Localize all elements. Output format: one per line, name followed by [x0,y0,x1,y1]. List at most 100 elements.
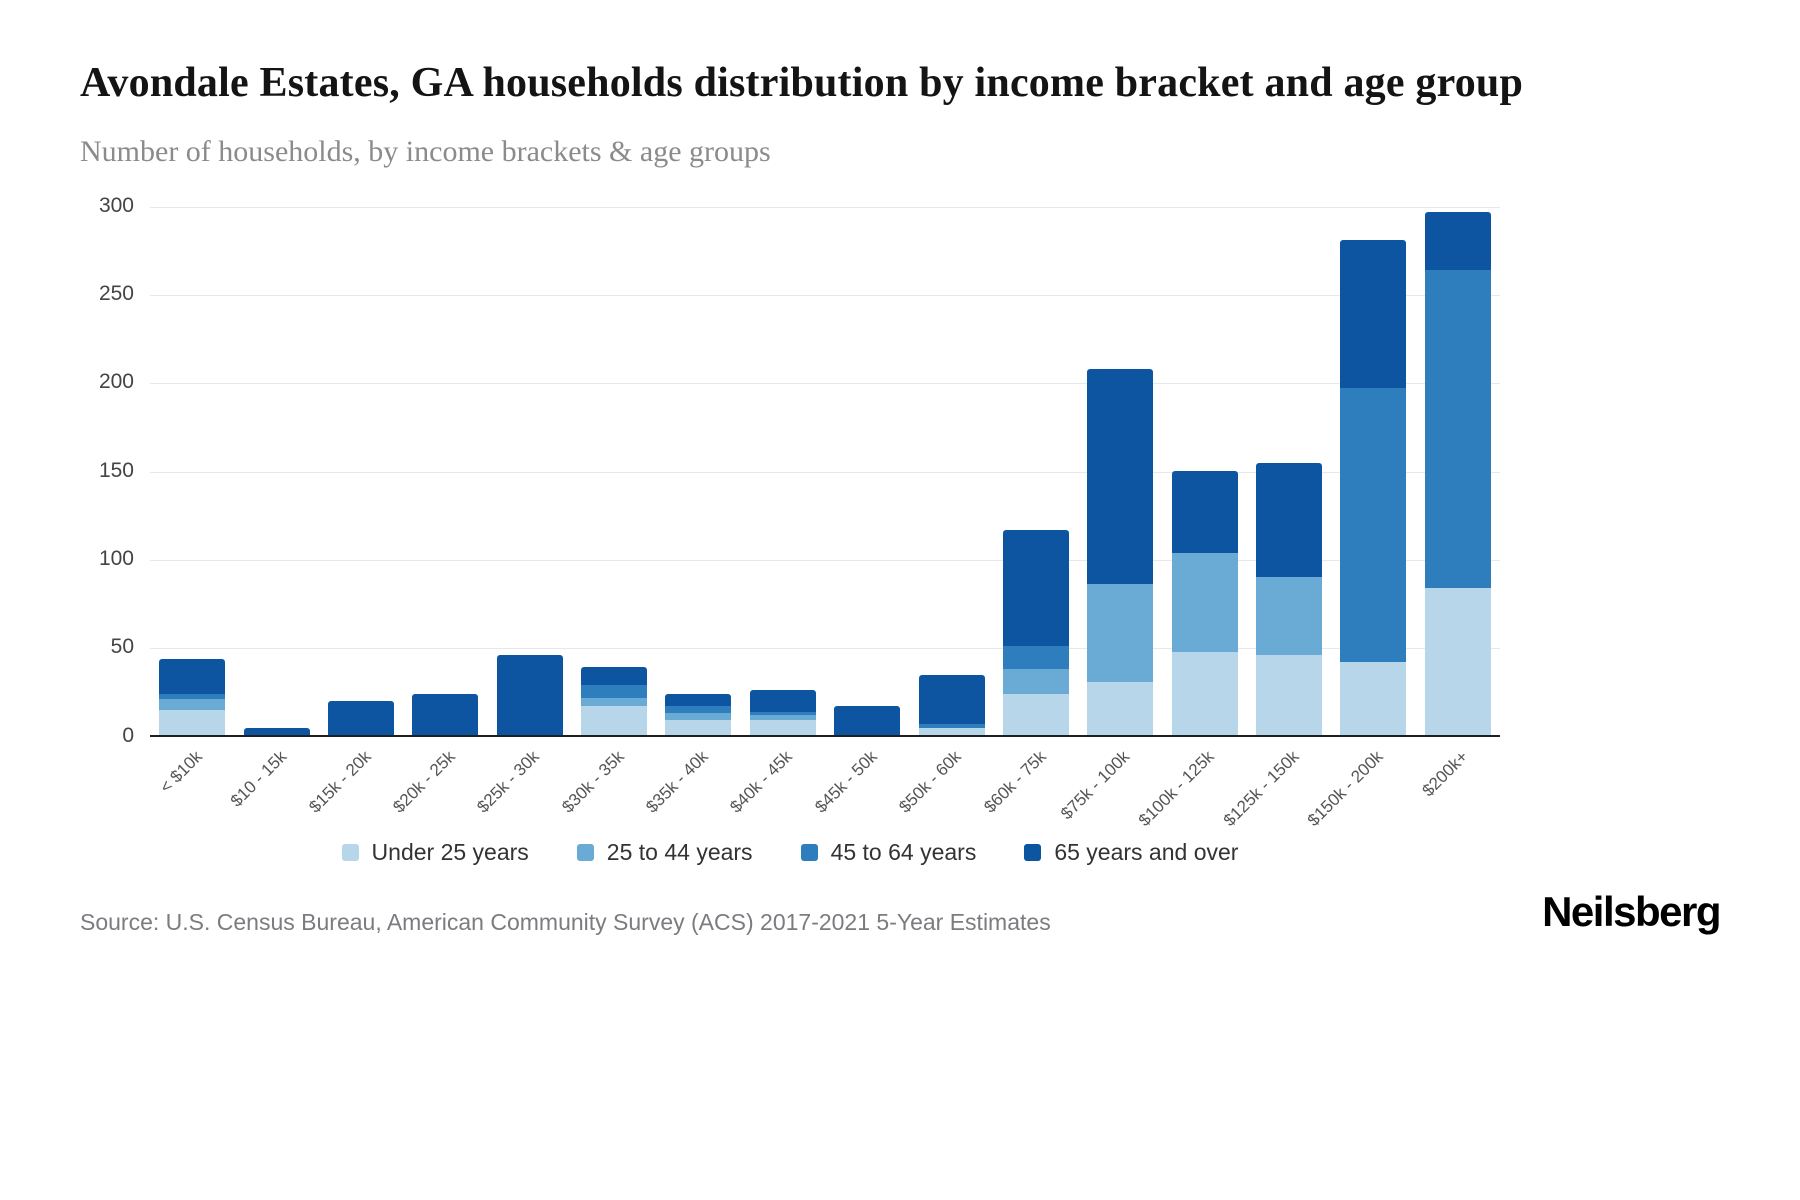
bar-segment [1340,388,1407,663]
chart-legend: Under 25 years 25 to 44 years 45 to 64 yea… [80,839,1500,866]
bar-segment [1171,651,1238,735]
chart-subtitle: Number of households, by income brackets… [80,134,771,168]
bar-segment [1002,693,1069,735]
x-axis-label: $200k+ [1418,746,1472,800]
bar [1171,471,1238,735]
bar [1087,368,1154,735]
bar-segment [1171,471,1238,553]
bar-segment [749,711,816,716]
bar-segment [1340,662,1407,735]
bar-segment [1424,211,1491,270]
legend-item: 45 to 64 years [800,838,977,866]
y-tick-label: 50 [110,635,134,659]
x-axis: < $10k $10 - 15k $15k - 20k $20k - 25k $25k … [150,737,1500,837]
source-note: Source: U.S. Census Bureau, American Com… [80,908,1051,935]
bar [918,674,985,735]
y-tick-label: 0 [122,723,134,747]
bar-segment [159,699,226,710]
bar-segment [1256,577,1323,656]
x-axis-label: < $10k [155,746,206,797]
y-tick-label: 200 [98,370,134,394]
gridline [150,471,1500,473]
y-tick-label: 300 [98,193,134,217]
y-tick-label: 150 [98,458,134,482]
bar-segment [1171,552,1238,652]
bar [581,667,648,735]
bar-segment [327,701,394,735]
bar-segment [243,727,310,735]
x-axis-label: $150k - 200k [1303,746,1387,830]
x-axis-label: $10 - 15k [226,746,290,811]
x-axis-label: $100k - 125k [1135,746,1219,830]
x-axis-line [150,734,1500,737]
bar-segment [1424,269,1491,588]
bar [243,727,310,735]
legend-swatch [576,843,594,861]
bar-segment [665,706,732,714]
bar [327,701,394,735]
bar-segment [159,709,226,735]
legend-item: Under 25 years [341,838,529,866]
x-axis-label: $45k - 50k [811,746,881,817]
bar-segment [749,715,816,721]
stacked-bar-chart: 0 50 100 150 200 250 300 < $10k $10 - 15k $15k -… [80,194,1500,837]
x-axis-label: $30k - 35k [557,746,628,817]
bar-segment [749,720,816,735]
bar-segment [159,658,226,694]
bar-segment [412,693,479,735]
neilsberg-logo: Neilsberg [1542,887,1721,935]
bar-segment [1002,669,1069,694]
legend-label: Under 25 years [371,838,529,865]
bar-segment [581,706,648,735]
bar-segment [496,655,563,735]
gridline [150,383,1500,385]
legend-label: 45 to 64 years [830,838,977,865]
bar-segment [665,693,732,707]
bar [1424,211,1491,735]
gridline [150,648,1500,650]
bar [1340,239,1407,735]
bar-segment [1424,587,1491,735]
legend-swatch [800,843,818,861]
bar-segment [1087,681,1154,735]
gridline [150,559,1500,561]
gridline [150,206,1500,208]
legend-label: 65 years and over [1054,838,1239,865]
bar [665,693,732,735]
x-axis-label: $60k - 75k [979,746,1050,817]
bar-segment [1256,655,1323,735]
bar [749,690,816,735]
x-axis-label: $20k - 25k [389,746,459,817]
bar-segment [1087,584,1154,682]
legend-label: 25 to 44 years [606,838,753,865]
x-axis-label: $40k - 45k [726,746,797,817]
bar [1256,462,1323,735]
x-axis-label: $125k - 150k [1219,746,1303,830]
bar-segment [159,693,226,700]
gridline [150,294,1500,296]
x-axis-label: $50k - 60k [895,746,965,817]
bar-segment [581,667,648,686]
x-axis-label: $75k - 100k [1057,746,1134,823]
bar-segment [665,720,732,735]
bar-segment [1002,529,1069,647]
chart-page: Avondale Estates, GA households distribu… [80,60,1721,935]
bar [496,655,563,735]
x-axis-label: $35k - 40k [642,746,712,817]
bar [159,658,226,735]
x-axis-label: $15k - 20k [304,746,375,817]
bar-segment [581,685,648,698]
bar-segment [918,674,985,724]
x-axis-label: $25k - 30k [473,746,544,817]
legend-item: 25 to 44 years [576,838,753,866]
legend-item: 65 years and over [1024,839,1238,866]
bar-segment [581,697,648,707]
bar [834,706,901,735]
y-tick-label: 100 [98,546,134,570]
legend-swatch [341,843,359,861]
y-axis: 0 50 100 150 200 250 300 [80,194,134,747]
bar-segment [918,727,985,735]
bar-segment [1087,368,1154,585]
y-tick-label: 250 [98,281,134,305]
bar-segment [749,690,816,712]
